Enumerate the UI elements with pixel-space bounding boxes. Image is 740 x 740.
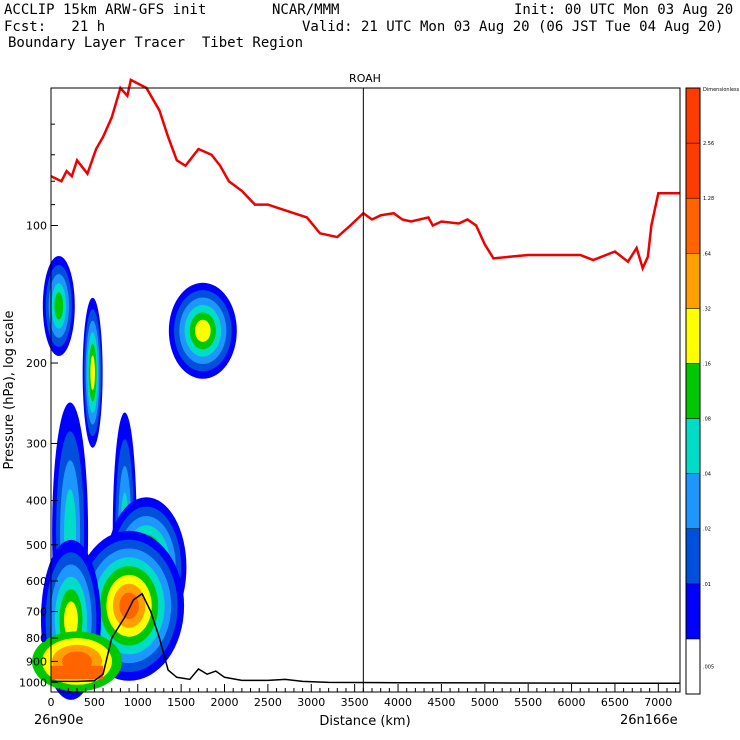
colorbar-swatch-4: [685, 418, 701, 474]
colorbar-swatch-3: [685, 473, 701, 529]
colorbar-label-6: .32: [703, 306, 711, 312]
plot-frame: [50, 87, 681, 693]
x-tick-label-0: 0: [48, 696, 55, 709]
colorbar-swatch-9: [685, 142, 701, 199]
x-axis-label: Distance (km): [319, 714, 410, 729]
x-tick-label-3500: 3500: [341, 696, 369, 709]
x-tick-label-5500: 5500: [514, 696, 542, 709]
colorbar-swatch-1: [685, 583, 701, 640]
y-tick-label-400: 400: [26, 495, 47, 508]
x-tick-label-4000: 4000: [384, 696, 412, 709]
isolated-blob-level-6: [194, 319, 211, 342]
x-tick-label-6000: 6000: [558, 696, 586, 709]
colorbar-label-0: .005: [703, 664, 714, 670]
model-title: ACCLIP 15km ARW-GFS init: [4, 2, 207, 18]
colorbar-swatch-2: [685, 528, 701, 585]
colorbar-label-3: .04: [703, 472, 711, 478]
colorbar-label-4: .08: [703, 417, 711, 423]
x-tick-label-2500: 2500: [254, 696, 282, 709]
colorbar-swatch-10: [685, 87, 701, 144]
upper-left-plume-level-5: [54, 292, 64, 320]
y-axis-label: Pressure (hPa), log scale: [2, 311, 17, 470]
org-label: NCAR/MMM: [272, 2, 340, 18]
colorbar-label-8: 1.28: [703, 196, 714, 202]
upper-left-column-level-6: [90, 355, 95, 391]
init-time: Init: 00 UTC Mon 03 Aug 20: [514, 2, 734, 18]
colorbar-swatch-8: [685, 197, 701, 254]
y-tick-label-300: 300: [26, 437, 47, 450]
y-tick-label-600: 600: [26, 575, 47, 588]
colorbar-swatch-7: [685, 253, 701, 309]
y-tick-label-100: 100: [26, 220, 47, 233]
right-endpoint-label: 26n166e: [620, 713, 678, 728]
forecast-hour: Fcst: 21 h: [4, 19, 106, 35]
colorbar-label-2: .02: [703, 527, 711, 533]
y-tick-label-900: 900: [26, 655, 47, 668]
chart-title: ROAH: [349, 72, 381, 85]
colorbar-label-5: .16: [703, 361, 711, 367]
left-lower-blob-level-6: [64, 601, 78, 639]
x-tick-label-6500: 6500: [601, 696, 629, 709]
colorbar-swatch-5: [685, 363, 701, 419]
low-level-column-level-8: [119, 592, 139, 620]
x-tick-label-500: 500: [84, 696, 105, 709]
colorbar-label-1: .01: [703, 582, 711, 588]
red-tracer-line: [50, 78, 680, 272]
x-tick-label-5000: 5000: [471, 696, 499, 709]
y-tick-label-800: 800: [26, 632, 47, 645]
valid-time: Valid: 21 UTC Mon 03 Aug 20 (06 JST Tue …: [302, 19, 724, 35]
y-tick-label-1000: 1000: [19, 676, 47, 689]
x-tick-label-2000: 2000: [211, 696, 239, 709]
product-title: Boundary Layer Tracer Tibet Region: [8, 35, 304, 51]
colorbar-frame: [685, 87, 701, 695]
terrain-line: [51, 592, 681, 685]
surface-layer-band: [51, 665, 104, 680]
x-tick-label-3000: 3000: [297, 696, 325, 709]
y-tick-label-500: 500: [26, 539, 47, 552]
y-tick-label-700: 700: [26, 606, 47, 619]
left-endpoint-label: 26n90e: [34, 713, 83, 728]
colorbar-title: Dimensionless: [703, 87, 740, 93]
colorbar-label-7: .64: [703, 251, 711, 257]
colorbar-label-9: 2.56: [703, 141, 714, 147]
colorbar-swatch-0: [685, 638, 701, 695]
y-tick-label-200: 200: [26, 357, 47, 370]
colorbar-swatch-6: [685, 308, 701, 364]
x-tick-label-1500: 1500: [167, 696, 195, 709]
x-tick-label-1000: 1000: [124, 696, 152, 709]
x-tick-label-4500: 4500: [427, 696, 455, 709]
x-tick-label-7000: 7000: [644, 696, 672, 709]
